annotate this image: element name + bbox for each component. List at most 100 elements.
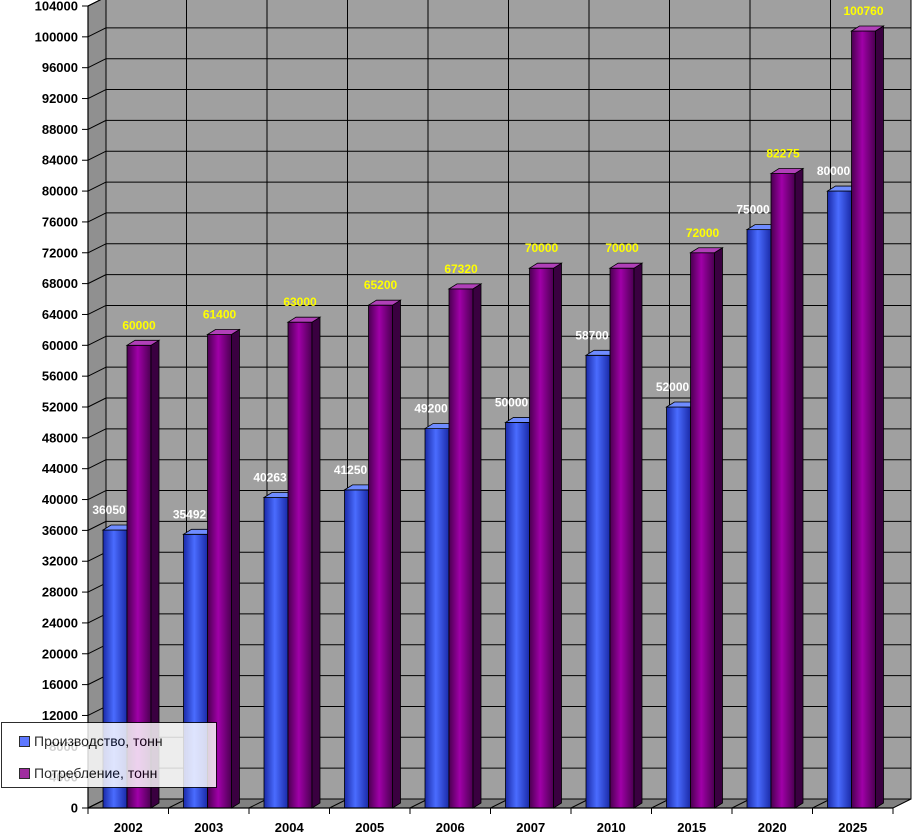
bar-production-front (424, 428, 450, 809)
bar-consumption (608, 262, 644, 809)
x-tick-label: 2005 (355, 820, 384, 835)
gridline-side (87, 89, 107, 99)
data-label-consumption: 67320 (444, 262, 478, 276)
bar-production-front (666, 406, 691, 809)
bar-production-front (505, 422, 530, 809)
bar-production-front (827, 190, 852, 809)
bar-consumption-top (367, 299, 402, 306)
y-tick-label: 20000 (42, 646, 78, 661)
y-tick-label: 72000 (42, 245, 78, 260)
bar-production-front (746, 229, 772, 809)
legend-item-production: Производство, тонн (19, 731, 163, 751)
bar-consumption-side (311, 316, 321, 809)
y-tick-label: 24000 (42, 615, 78, 630)
data-label-consumption: 82275 (766, 147, 800, 161)
gridline-side (87, 335, 107, 346)
bar-consumption-front (690, 252, 715, 809)
gridline-side (87, 366, 107, 377)
data-label-production: 75000 (736, 203, 770, 217)
data-label-consumption: 70000 (605, 241, 639, 255)
legend-label-production: Производство, тонн (34, 733, 163, 749)
y-tick-label: 44000 (42, 461, 78, 476)
x-tick-label: 2003 (194, 820, 223, 835)
bar-consumption-top (689, 247, 724, 254)
bar-consumption-side (714, 247, 723, 809)
data-label-production: 80000 (817, 164, 851, 178)
bar-consumption-front (770, 173, 796, 809)
y-tick-label: 32000 (42, 554, 78, 569)
bar-consumption (689, 247, 724, 809)
y-tick-label: 56000 (42, 369, 78, 384)
x-tick-label: 2010 (597, 820, 626, 835)
data-label-consumption: 100760 (843, 4, 883, 18)
bar-consumption-side (553, 262, 562, 809)
data-label-production: 35492 (173, 507, 207, 521)
bar-consumption (286, 316, 322, 809)
data-label-consumption: 63000 (283, 295, 317, 309)
bar-consumption-front (368, 304, 393, 809)
gridline-side (87, 212, 107, 223)
bar-consumption-side (472, 283, 482, 809)
data-label-production: 49200 (414, 402, 448, 416)
gridline-side (87, 150, 107, 161)
bar-consumption (367, 299, 402, 809)
gridline-side (87, 520, 107, 531)
legend-label-consumption: Потребление, тонн (34, 765, 158, 781)
gridline-side (87, 243, 107, 254)
gridline-side (87, 0, 102, 7)
x-tick-label: 2004 (275, 820, 305, 835)
y-tick-label: 28000 (42, 585, 78, 600)
bar-consumption-top (528, 262, 563, 269)
bar-consumption-side (392, 299, 401, 809)
gridline-side (87, 397, 107, 408)
bar-consumption-side (231, 328, 240, 809)
data-label-consumption: 70000 (525, 241, 559, 255)
bar-consumption-front (287, 321, 313, 809)
bar-consumption-top (769, 168, 805, 174)
bar-consumption-side (875, 25, 884, 809)
gridline-side (87, 274, 107, 285)
data-label-production: 36050 (92, 503, 126, 517)
gridline-side (87, 27, 107, 38)
bar-consumption-top (608, 262, 644, 269)
legend-item-consumption: Потребление, тонн (19, 763, 157, 783)
data-label-production: 50000 (495, 395, 529, 409)
data-labels: 36050 60000 35492 61400 40263 63000 41250 65200… (92, 4, 884, 521)
x-tick-label: 2015 (677, 820, 706, 835)
data-label-production: 40263 (253, 471, 287, 485)
y-tick-label: 60000 (42, 338, 78, 353)
x-tick-label: 2007 (516, 820, 545, 835)
y-tick-label: 88000 (42, 122, 78, 137)
bar-consumption (528, 262, 563, 809)
x-tick-label: 2020 (758, 820, 787, 835)
y-tick-label: 100000 (35, 29, 78, 44)
y-tick-label: 76000 (42, 214, 78, 229)
y-tick-label: 80000 (42, 184, 78, 199)
gridline-side (87, 305, 107, 315)
y-tick-label: 12000 (42, 708, 78, 723)
bar-consumption-top (206, 329, 241, 335)
x-tick-label: 2002 (114, 820, 143, 835)
legend: Производство, тонн Потребление, тонн (1, 722, 217, 788)
y-tick-label: 36000 (42, 523, 78, 538)
y-tick-label: 84000 (42, 153, 78, 168)
legend-swatch-consumption (19, 767, 30, 779)
bar-production-front (585, 354, 611, 809)
bar-consumption-front (851, 30, 876, 809)
y-tick-label: 40000 (42, 492, 78, 507)
bars (101, 25, 885, 809)
bar-consumption-side (794, 167, 804, 809)
legend-swatch-production (19, 735, 30, 747)
bar-production-front (344, 489, 369, 809)
y-tick-label: 96000 (42, 60, 78, 75)
y-tick-label: 68000 (42, 276, 78, 291)
bar-production-front (263, 497, 289, 809)
data-label-production: 41250 (334, 463, 368, 477)
bar-consumption-side (633, 262, 643, 809)
x-tick-label: 2006 (436, 820, 465, 835)
data-label-consumption: 72000 (686, 226, 720, 240)
bar-consumption-top (850, 25, 885, 32)
y-tick-label: 104000 (35, 0, 78, 14)
